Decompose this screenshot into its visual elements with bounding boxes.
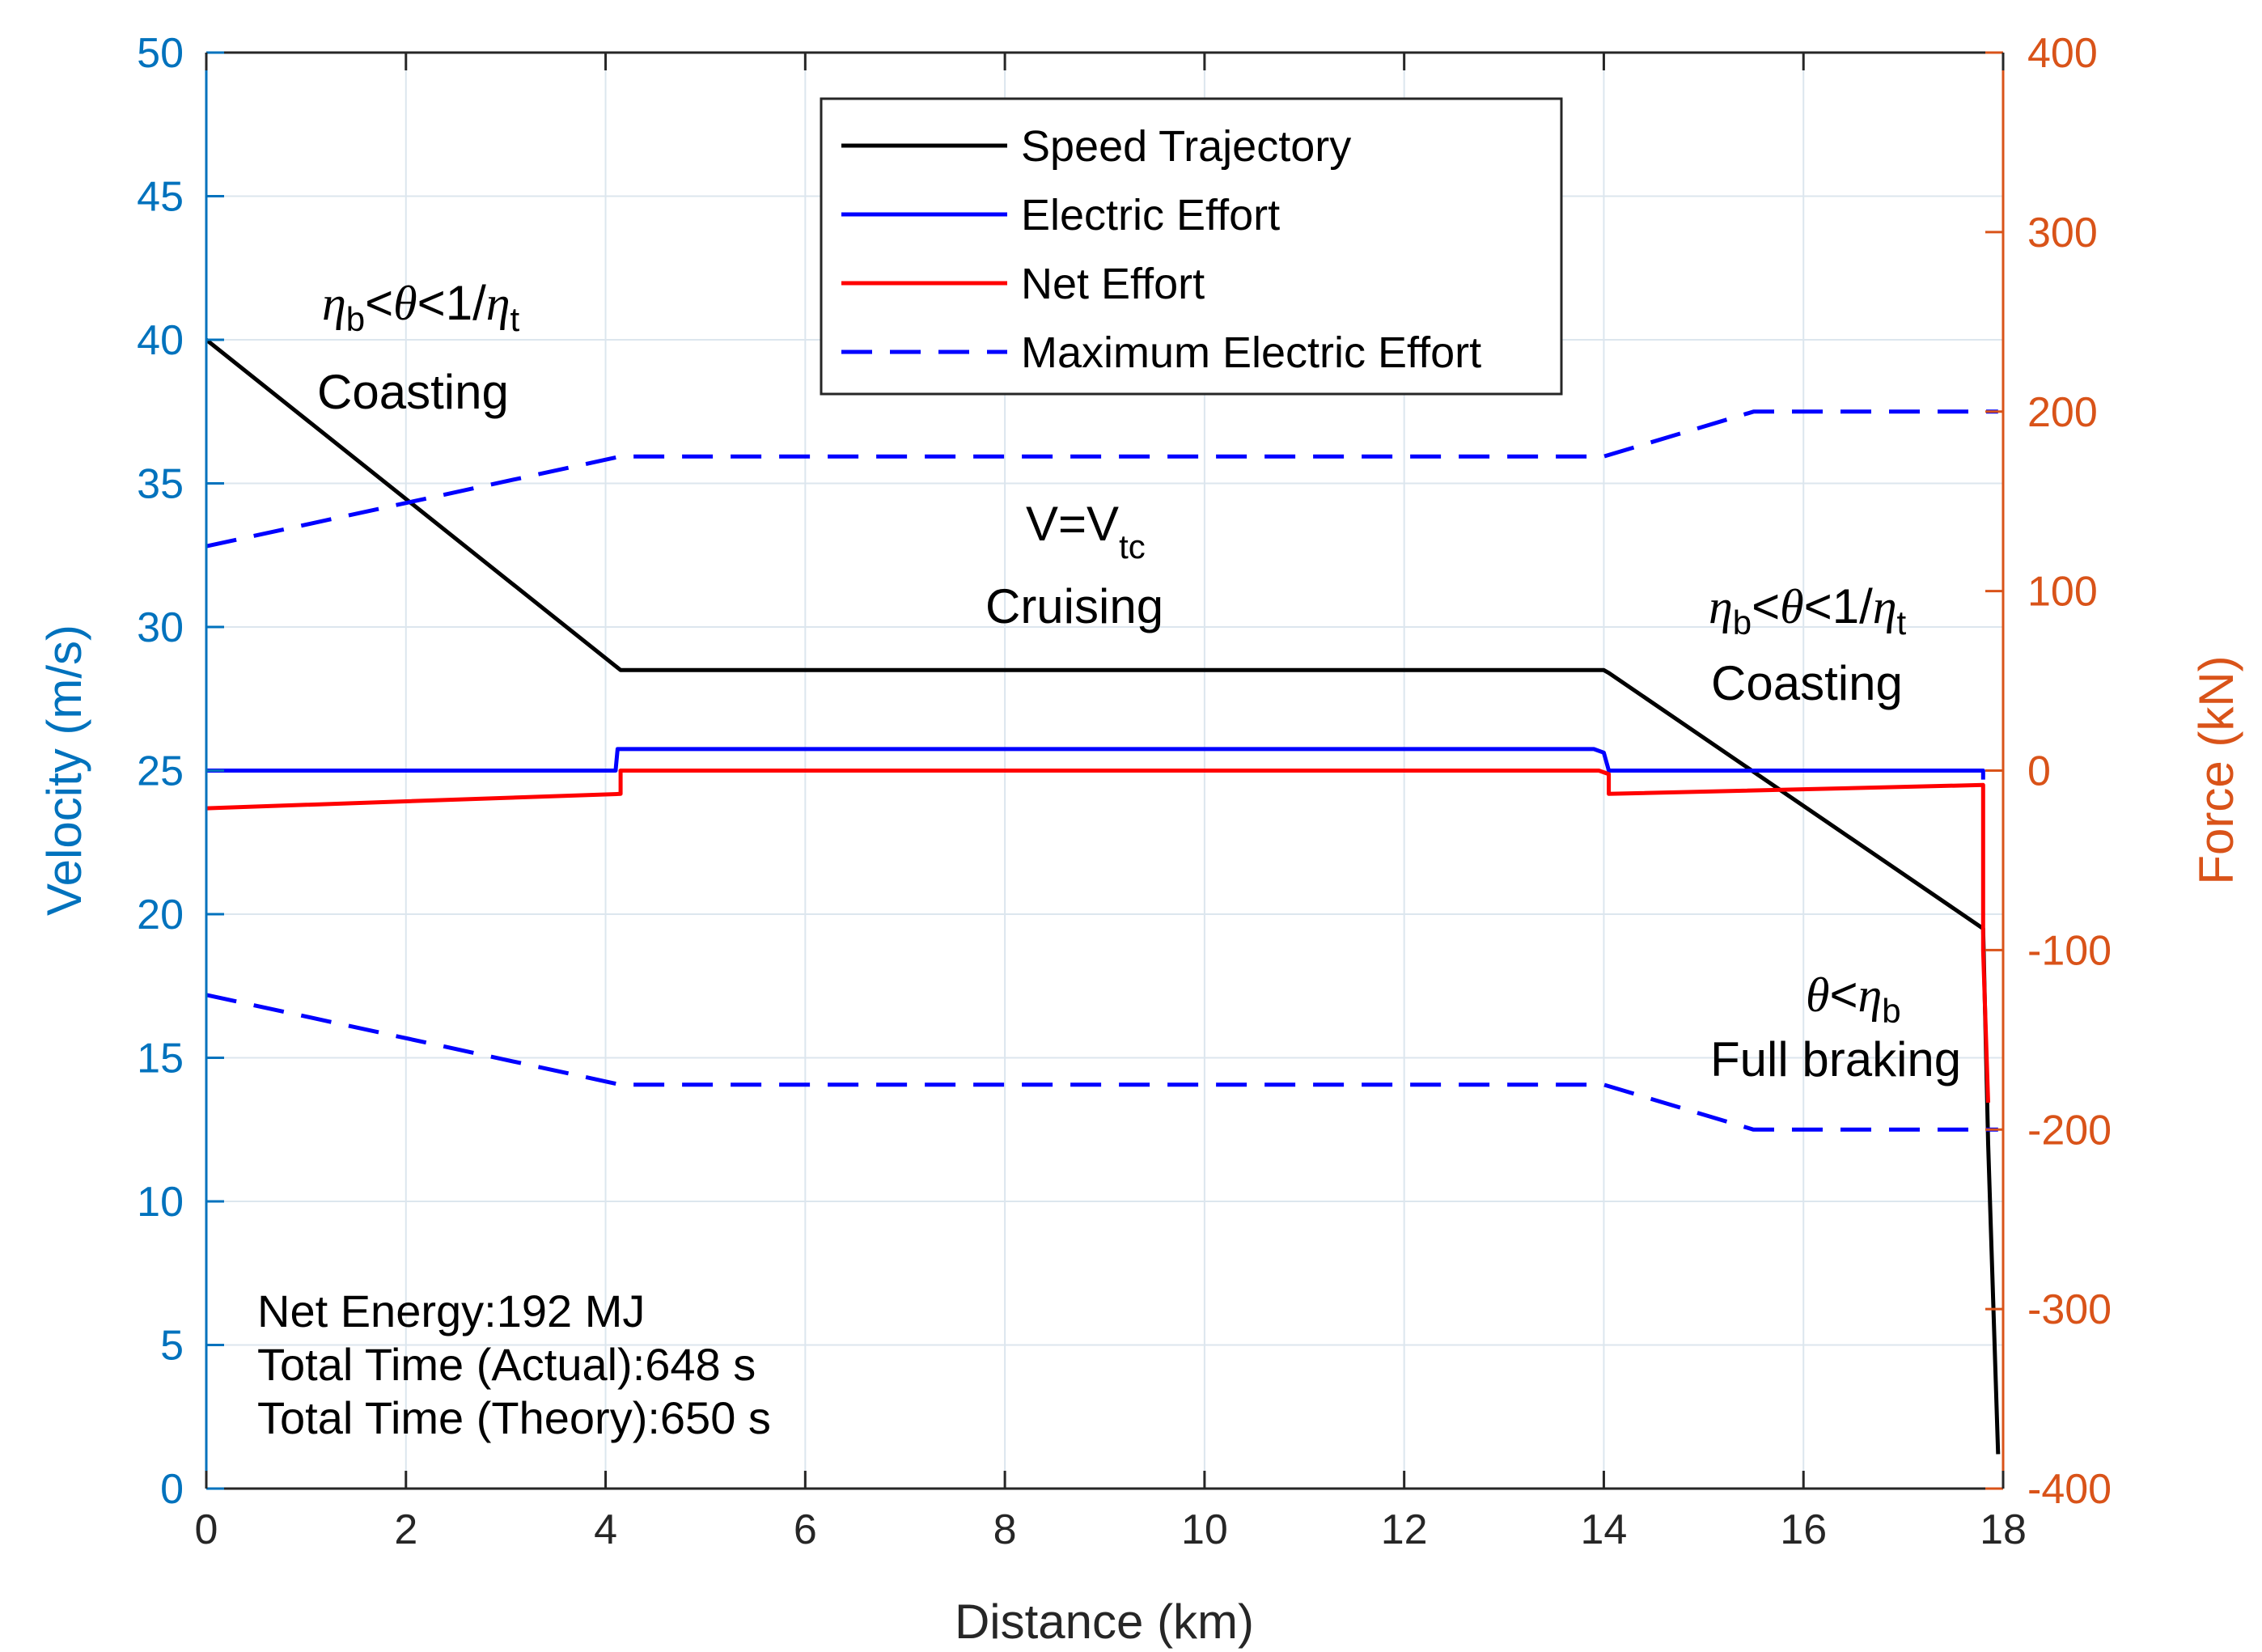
- left-tick-label-7: 35: [137, 461, 184, 508]
- legend: Speed Trajectory Electric Effort Net Eff…: [820, 97, 1563, 396]
- annotation-coasting-1-label: Coasting: [317, 365, 509, 419]
- y-axis-title-right: Force (kN): [2189, 655, 2243, 884]
- annotation-braking-label: Full braking: [1710, 1032, 1961, 1087]
- legend-label-electric: Electric Effort: [1021, 191, 1280, 239]
- v-equals: V=V: [1026, 497, 1119, 551]
- less-than: <: [1829, 968, 1857, 1022]
- legend-label-max: Maximum Electric Effort: [1021, 328, 1481, 377]
- left-tick-label-5: 25: [137, 748, 184, 795]
- x-tick-label-2: 4: [594, 1506, 617, 1553]
- theta-symbol: θ: [1806, 968, 1829, 1022]
- x-axis-title: Distance (km): [955, 1595, 1254, 1649]
- legend-label-speed: Speed Trajectory: [1021, 122, 1351, 171]
- right-tick-label-2: -200: [2027, 1107, 2112, 1154]
- eta-subscript: t: [510, 300, 520, 338]
- legend-label-net: Net Effort: [1021, 260, 1205, 308]
- right-tick-label-3: -100: [2027, 927, 2112, 974]
- info-total-time-theory: Total Time (Theory):650 s: [257, 1392, 771, 1443]
- right-tick-label-8: 400: [2027, 30, 2098, 77]
- right-tick-label-4: 0: [2027, 748, 2051, 795]
- right-ticks: -400 -300 -200 -100 0 100 200 300 400: [1985, 30, 2112, 1513]
- annotation-braking: θ<ηb Full braking: [1710, 968, 1961, 1087]
- x-tick-label-1: 2: [394, 1506, 417, 1553]
- less-than-one-over: <1/: [1804, 579, 1873, 633]
- right-tick-label-6: 200: [2027, 389, 2098, 436]
- eta-subscript: t: [1897, 604, 1907, 642]
- annotation-cruising-label: Cruising: [985, 579, 1163, 633]
- x-tick-label-6: 12: [1381, 1506, 1428, 1553]
- eta-symbol: η: [1858, 968, 1883, 1022]
- x-ticks: 0 2 4 6 8 10 12 14 16 18: [195, 53, 2027, 1553]
- right-tick-label-1: -300: [2027, 1286, 2112, 1333]
- right-tick-label-0: -400: [2027, 1466, 2112, 1513]
- eta-symbol: η: [322, 277, 346, 330]
- legend-box: [820, 97, 1563, 396]
- left-tick-label-0: 0: [160, 1466, 184, 1513]
- left-tick-label-1: 5: [160, 1323, 184, 1370]
- annotation-braking-condition: θ<ηb: [1806, 968, 1901, 1030]
- left-tick-label-4: 20: [137, 892, 184, 938]
- eta-symbol: η: [486, 277, 510, 330]
- eta-symbol: η: [1873, 580, 1897, 633]
- left-tick-label-2: 10: [137, 1179, 184, 1226]
- x-tick-label-3: 6: [794, 1506, 817, 1553]
- eta-subscript: b: [1882, 992, 1900, 1030]
- info-total-time-actual: Total Time (Actual):648 s: [257, 1339, 756, 1390]
- y-axis-title-left: Velocity (m/s): [37, 625, 91, 916]
- info-block: Net Energy:192 MJ Total Time (Actual):64…: [257, 1286, 771, 1443]
- x-tick-label-5: 10: [1181, 1506, 1228, 1553]
- series-electric-effort: [206, 747, 1985, 780]
- left-tick-label-9: 45: [137, 174, 184, 221]
- left-tick-label-6: 30: [137, 604, 184, 651]
- left-tick-label-8: 40: [137, 317, 184, 364]
- right-tick-label-7: 300: [2027, 210, 2098, 256]
- theta-symbol: θ: [1780, 580, 1803, 633]
- right-tick-label-5: 100: [2027, 569, 2098, 616]
- annotation-cruising-condition: V=Vtc: [1026, 497, 1146, 565]
- left-tick-label-3: 15: [137, 1036, 184, 1082]
- annotation-coasting-2-condition: ηb<θ<1/ηt: [1709, 579, 1907, 642]
- x-tick-label-4: 8: [993, 1506, 1017, 1553]
- x-tick-label-0: 0: [195, 1506, 218, 1553]
- x-tick-label-8: 16: [1780, 1506, 1827, 1553]
- annotation-coasting-1: ηb<θ<1/ηt Coasting: [317, 276, 520, 419]
- annotation-coasting-2-label: Coasting: [1711, 656, 1903, 710]
- eta-symbol: η: [1709, 580, 1733, 633]
- eta-subscript: b: [1733, 604, 1752, 642]
- left-tick-label-10: 50: [137, 30, 184, 77]
- annotation-coasting-1-condition: ηb<θ<1/ηt: [322, 276, 520, 338]
- x-tick-label-9: 18: [1980, 1506, 2027, 1553]
- less-than: <: [1752, 579, 1780, 633]
- less-than-one-over: <1/: [417, 276, 486, 330]
- x-tick-label-7: 14: [1581, 1506, 1628, 1553]
- annotation-coasting-2: ηb<θ<1/ηt Coasting: [1709, 579, 1907, 710]
- eta-subscript: b: [346, 300, 365, 338]
- tc-subscript: tc: [1119, 527, 1146, 565]
- theta-symbol: θ: [393, 277, 417, 330]
- info-net-energy: Net Energy:192 MJ: [257, 1286, 645, 1336]
- series-speed-trajectory: [205, 338, 2001, 1455]
- series-net-effort: [205, 769, 1990, 1103]
- less-than: <: [365, 276, 393, 330]
- series-layer: [205, 338, 2001, 1455]
- left-ticks: 0 5 10 15 20 25 30 35 40 45 50: [137, 30, 224, 1513]
- annotation-cruising: V=Vtc Cruising: [985, 497, 1163, 633]
